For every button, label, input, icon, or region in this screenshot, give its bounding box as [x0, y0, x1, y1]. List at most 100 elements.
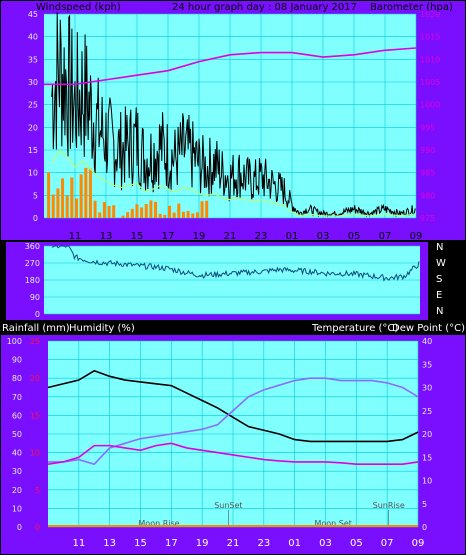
compass-label: N — [436, 242, 443, 253]
rain-bar — [121, 215, 125, 218]
direction-tick-label: 0 — [35, 310, 40, 319]
series-line-barometer — [44, 47, 417, 86]
temperature-tick-label: 10 — [422, 477, 432, 486]
barometer-tick-label: 1010 — [420, 55, 440, 64]
humidity-tick-label: 50 — [12, 430, 22, 439]
wind-tick-label: 30 — [28, 78, 38, 87]
gridlines — [44, 245, 420, 315]
x-tick-label: 13 — [103, 538, 116, 549]
rain-bar — [144, 204, 148, 218]
rain-bar — [61, 178, 65, 218]
humidity-tick-label: 20 — [12, 486, 22, 495]
rain-bar — [135, 204, 139, 218]
x-tick-label: 05 — [350, 538, 363, 549]
rain-bar — [75, 198, 78, 218]
x-tick-label: 01 — [286, 231, 299, 242]
x-tick-label: 17 — [165, 538, 178, 549]
rain-bar — [163, 214, 167, 218]
humidity-tick-label: 80 — [12, 374, 22, 383]
series-line-temperature — [47, 442, 419, 466]
humidity-tick-label: 40 — [12, 449, 22, 458]
rain-bar — [140, 207, 144, 218]
rain-bar — [191, 213, 195, 218]
barometer-tick-label: 1015 — [420, 33, 440, 42]
wind-tick-label: 40 — [28, 33, 38, 42]
x-tick-label: 03 — [317, 231, 330, 242]
sun-moon-markers: Moon Rise SunSet Moon Set SunRise — [138, 501, 405, 528]
series-line-humidity — [47, 369, 419, 443]
dewpoint-label: Dew Point (°C) — [392, 323, 465, 334]
wind-axis-title: Windspeed (kph) — [36, 2, 121, 13]
humidity-tick-label: 90 — [12, 356, 22, 365]
rain-bar — [56, 188, 60, 218]
wind-tick-label: 45 — [28, 10, 38, 19]
barometer-tick-label: 990 — [420, 146, 435, 155]
rainfall-tick-label: 15 — [30, 411, 40, 420]
rain-bar — [158, 213, 162, 218]
series-lines — [47, 369, 419, 527]
humidity-label: Humidity (%) — [69, 323, 135, 334]
rainfall-tick-label: 25 — [30, 337, 40, 346]
barometer-axis-title: Barometer (hpa) — [370, 2, 453, 13]
rainfall-tick-label: 10 — [30, 449, 40, 458]
y-tick-labels: 0 10 20 30 40 50 60 70 80 90 100 0 5 10 15 20 25 0 5 10 15 20… — [7, 337, 432, 532]
x-tick-label: 11 — [69, 231, 82, 242]
temperature-tick-label: 20 — [422, 430, 432, 439]
series-line-direction — [51, 245, 420, 282]
x-tick-label: 13 — [100, 231, 113, 242]
series-line-windspeed — [51, 12, 416, 218]
rain-bar — [177, 203, 181, 218]
series-line-wind-average — [51, 149, 417, 217]
annotation-label: Moon Rise — [138, 519, 179, 528]
series-line-dew-point — [48, 377, 419, 466]
compass-label: E — [436, 290, 442, 301]
x-tick-label: 11 — [72, 538, 85, 549]
x-tick-label: 19 — [196, 538, 209, 549]
temperature-tick-label: 15 — [422, 453, 432, 462]
x-tick-label: 07 — [379, 231, 392, 242]
temperature-tick-label: 40 — [422, 337, 432, 346]
wind-tick-label: 10 — [28, 169, 38, 178]
x-tick-label: 21 — [227, 538, 240, 549]
wind-barometer-panel: 0510152025303540459759809859909951000100… — [1, 1, 465, 242]
direction-line — [51, 245, 420, 282]
rain-bars — [47, 167, 213, 218]
rain-bar — [47, 172, 51, 218]
rain-bar — [168, 205, 171, 218]
temperature-tick-label: 5 — [422, 500, 427, 509]
wind-tick-label: 35 — [28, 55, 38, 64]
humidity-tick-label: 70 — [12, 393, 22, 402]
rainfall-label: Rainfall (mm) — [2, 323, 70, 334]
wind-tick-label: 15 — [28, 146, 38, 155]
temperature-label: Temperature (°C) — [311, 323, 398, 334]
temperature-tick-label: 30 — [422, 384, 432, 393]
barometer-tick-label: 1000 — [420, 101, 440, 110]
rain-bar — [88, 168, 92, 218]
x-tick-labels: 11 13 15 17 19 21 23 01 03 05 07 09 — [69, 231, 423, 242]
humidity-tick-label: 30 — [12, 467, 22, 476]
compass-label: W — [436, 258, 446, 269]
humidity-tick-label: 100 — [7, 337, 22, 346]
rain-bar — [205, 200, 209, 218]
x-tick-label: 07 — [381, 538, 394, 549]
rain-bar — [93, 200, 97, 218]
rain-bar — [195, 212, 199, 218]
x-tick-label: 19 — [193, 231, 206, 242]
x-tick-label: 01 — [288, 538, 301, 549]
wind-tick-label: 20 — [28, 123, 38, 132]
rainfall-tick-label: 5 — [35, 486, 40, 495]
rain-bar — [181, 211, 185, 218]
barometer-tick-label: 975 — [420, 214, 435, 223]
temperature-tick-label: 35 — [422, 360, 432, 369]
compass-label: N — [436, 306, 443, 317]
direction-tick-label: 270 — [25, 259, 40, 268]
direction-tick-label: 180 — [25, 276, 40, 285]
rain-bar — [98, 212, 102, 218]
x-tick-label: 15 — [134, 538, 147, 549]
humidity-tick-label: 10 — [12, 504, 22, 513]
rain-bar — [79, 174, 83, 218]
x-tick-label: 21 — [224, 231, 237, 242]
direction-tick-label: 90 — [30, 293, 40, 302]
rain-bar — [126, 212, 130, 218]
